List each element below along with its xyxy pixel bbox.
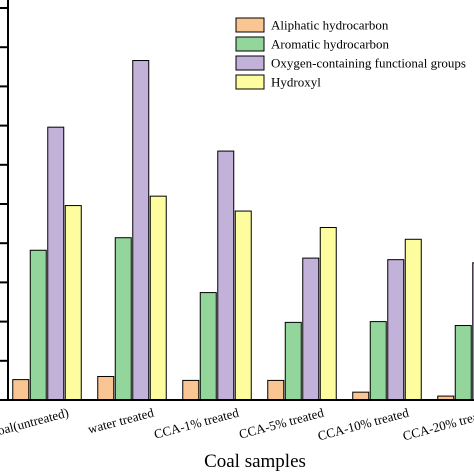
x-tick-label: CCA-1% treated bbox=[152, 405, 240, 442]
bar bbox=[404, 238, 422, 401]
x-tick-label: CCA-10% treated bbox=[316, 405, 411, 444]
legend-label: Hydroxyl bbox=[271, 75, 321, 90]
bar bbox=[267, 379, 285, 401]
bar bbox=[97, 375, 115, 401]
legend: Aliphatic hydrocarbon Aromatic hydrocarbo… bbox=[235, 17, 466, 90]
bars bbox=[12, 60, 474, 401]
bar bbox=[29, 249, 47, 401]
bar bbox=[284, 321, 302, 401]
bar bbox=[149, 195, 167, 401]
bar bbox=[199, 292, 217, 401]
bar bbox=[217, 150, 235, 401]
legend-swatch bbox=[235, 74, 265, 90]
bar bbox=[234, 210, 252, 401]
bar bbox=[319, 227, 337, 401]
legend-label: Aliphatic hydrocarbon bbox=[271, 18, 389, 33]
y-axis bbox=[0, 0, 9, 401]
x-tick-label: Raw coal(untreated) bbox=[0, 405, 70, 447]
bar bbox=[369, 321, 387, 401]
legend-label: Aromatic hydrocarbon bbox=[271, 37, 390, 52]
bar bbox=[114, 237, 132, 401]
bar bbox=[12, 379, 30, 401]
bar bbox=[47, 126, 65, 401]
bar bbox=[182, 379, 200, 401]
bar bbox=[132, 60, 150, 401]
bar bbox=[64, 205, 82, 401]
legend-swatch bbox=[235, 17, 265, 33]
bar bbox=[472, 262, 474, 401]
x-tick-label: CCA-20% treated bbox=[401, 405, 474, 444]
bar bbox=[302, 257, 320, 401]
x-tick-label: water treated bbox=[86, 405, 156, 437]
legend-swatch bbox=[235, 36, 265, 52]
bar bbox=[454, 325, 472, 401]
bar bbox=[387, 259, 405, 401]
x-axis-title: Coal samples bbox=[204, 451, 306, 472]
x-tick-label: CCA-5% treated bbox=[237, 405, 325, 442]
bar bbox=[352, 391, 370, 401]
legend-label: Oxygen-containing functional groups bbox=[271, 56, 466, 71]
legend-swatch bbox=[235, 55, 265, 71]
